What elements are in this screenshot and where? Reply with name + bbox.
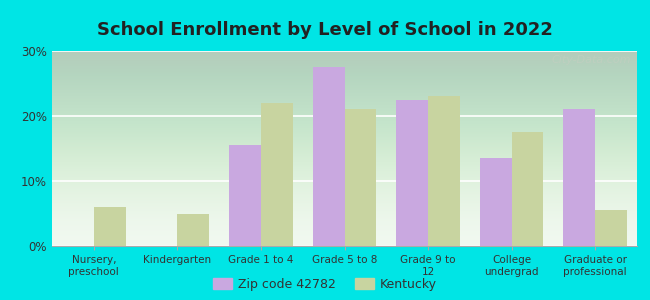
Bar xyxy=(512,132,543,246)
Legend: Zip code 42782, Kentucky: Zip code 42782, Kentucky xyxy=(213,278,437,291)
Bar xyxy=(229,145,261,246)
Bar xyxy=(344,110,376,246)
Text: City-Data.com: City-Data.com xyxy=(552,55,631,65)
Bar xyxy=(564,110,595,246)
Bar xyxy=(261,103,292,246)
Bar xyxy=(428,97,460,246)
Text: School Enrollment by Level of School in 2022: School Enrollment by Level of School in … xyxy=(97,21,553,39)
Bar xyxy=(313,67,344,246)
Bar xyxy=(94,207,125,246)
Bar xyxy=(595,210,627,246)
Bar xyxy=(396,100,428,246)
Bar xyxy=(177,214,209,246)
Bar xyxy=(480,158,512,246)
